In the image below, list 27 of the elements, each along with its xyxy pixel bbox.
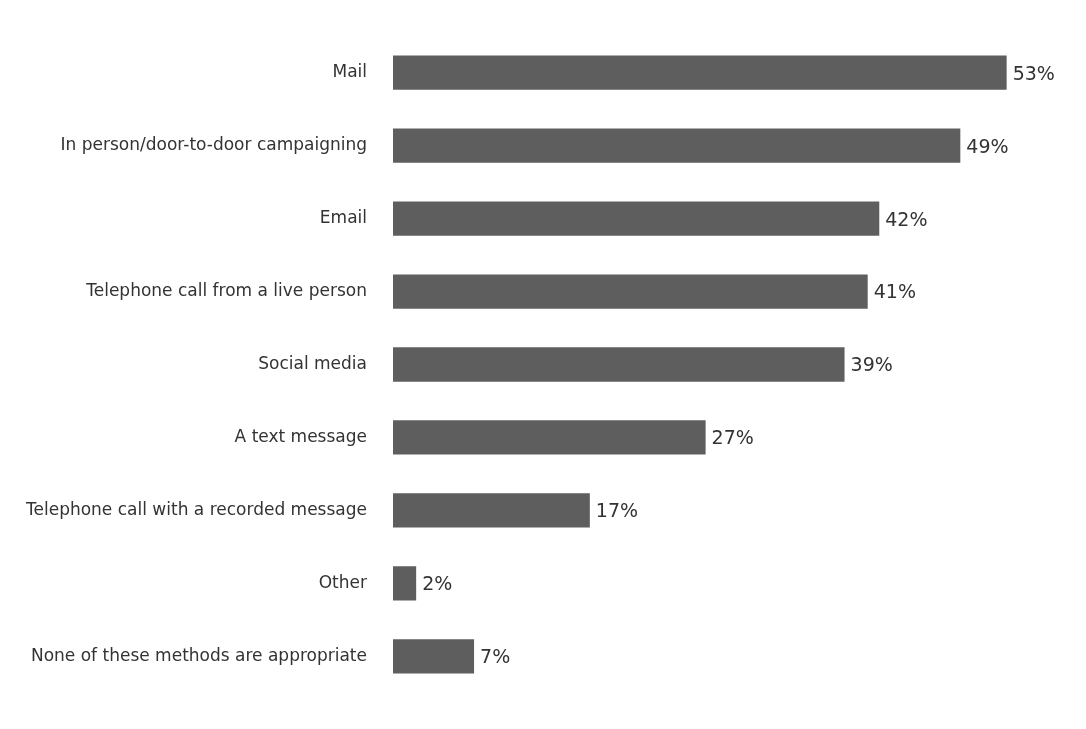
bar [393,128,961,163]
data-label: 53% [1012,61,1055,84]
y-tick-label: Other [318,571,367,592]
data-label: 39% [850,353,893,376]
y-tick-label: Mail [332,61,367,82]
y-tick-label: Telephone call with a recorded message [24,498,367,519]
bar [393,493,590,528]
bar [393,639,475,674]
data-label: 49% [966,134,1009,157]
data-label: 7% [480,645,511,668]
y-tick-label: Telephone call from a live person [85,279,367,300]
data-label: 42% [885,207,928,230]
y-tick-label: None of these methods are appropriate [30,644,367,665]
data-label: 41% [873,280,916,303]
data-label: 27% [711,426,754,449]
y-tick-label: Email [319,207,367,228]
y-tick-label: Social media [258,352,367,373]
bar [393,55,1007,90]
data-label: 17% [595,499,639,522]
data-label: 2% [422,572,453,595]
y-tick-label: A text message [234,425,367,446]
y-tick-label: In person/door-to-door campaigning [60,134,367,155]
bar [393,274,868,309]
bar [393,347,845,382]
bar [393,566,417,601]
bar [393,420,706,455]
bar [393,201,880,236]
